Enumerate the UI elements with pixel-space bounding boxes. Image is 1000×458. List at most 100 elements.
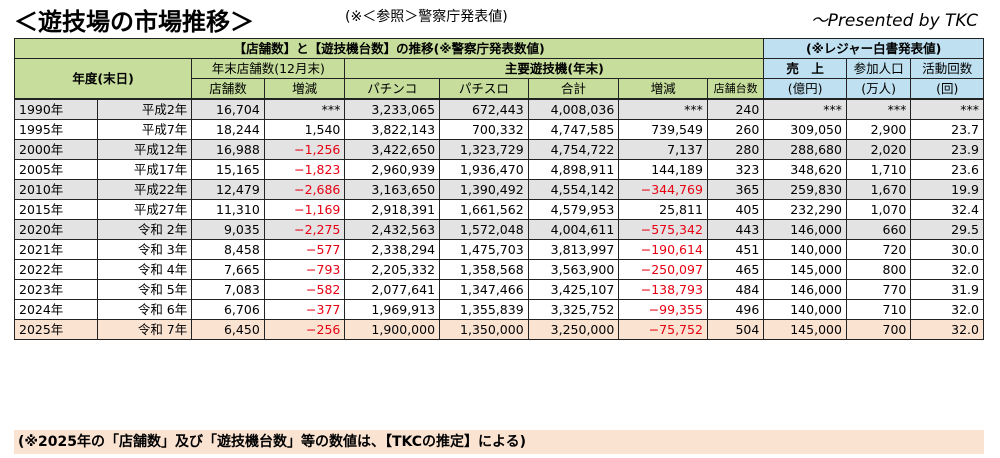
change-cell: *** [263, 98, 346, 120]
era-cell: 平成12年 [96, 139, 193, 160]
stores-cell: 18,244 [191, 119, 265, 140]
act-cell: 32.4 [910, 199, 984, 220]
machine-change-cell: *** [618, 98, 708, 120]
col-store-group-header: 年末店舗数(12月末) [191, 58, 346, 79]
stores-cell: 7,665 [191, 259, 265, 280]
act-cell: 31.9 [910, 279, 984, 300]
group-leisure-header: (※レジャー白書発表値) [763, 38, 984, 59]
era-cell: 平成2年 [96, 98, 193, 120]
era-cell: 令和 4年 [96, 259, 193, 280]
sales-cell: 232,290 [763, 199, 847, 220]
table-row: 2023年 令和 5年 7,083 −582 2,077,641 1,347,466 3,4… [14, 279, 984, 300]
stores-cell: 11,310 [191, 199, 265, 220]
sales-cell: 145,000 [763, 259, 847, 280]
act-cell: 23.9 [910, 139, 984, 160]
machine-change-cell: 25,811 [618, 199, 708, 220]
machine-change-cell: −138,793 [618, 279, 708, 300]
era-cell: 令和 6年 [96, 299, 193, 320]
title-bar: ＜遊技場の市場推移＞ (※＜参照＞警察庁発表値) 〜Presented by T… [0, 0, 1000, 38]
sales-cell: 145,000 [763, 319, 847, 340]
pachinko-cell: 1,900,000 [344, 319, 441, 340]
per-store-cell: 443 [706, 219, 765, 240]
per-store-cell: 260 [706, 119, 765, 140]
table-row: 2000年 平成12年 16,988 −1,256 3,422,650 1,323,729… [14, 139, 984, 160]
pop-cell: 1,670 [845, 179, 912, 200]
pachislo-cell: 1,390,492 [439, 179, 529, 200]
sales-cell: 259,830 [763, 179, 847, 200]
table-row: 2021年 令和 3年 8,458 −577 2,338,294 1,475,703 3,8… [14, 239, 984, 260]
pop-cell: *** [845, 98, 912, 120]
act-cell: *** [910, 98, 984, 120]
table-row: 2024年 令和 6年 6,706 −377 1,969,913 1,355,839 3,3… [14, 299, 984, 320]
change-cell: −1,169 [263, 199, 346, 220]
pachinko-cell: 3,422,650 [344, 139, 441, 160]
era-cell: 平成17年 [96, 159, 193, 180]
pachinko-cell: 2,432,563 [344, 219, 441, 240]
change-cell: −377 [263, 299, 346, 320]
machine-change-cell: −575,342 [618, 219, 708, 240]
stores-cell: 6,706 [191, 299, 265, 320]
sales-cell: 146,000 [763, 219, 847, 240]
per-store-cell: 504 [706, 319, 765, 340]
year-cell: 2005年 [14, 159, 98, 180]
pachinko-cell: 2,338,294 [344, 239, 441, 260]
sales-cell: *** [763, 98, 847, 120]
stores-cell: 9,035 [191, 219, 265, 240]
pachinko-cell: 2,077,641 [344, 279, 441, 300]
pop-cell: 2,900 [845, 119, 912, 140]
stores-cell: 16,988 [191, 139, 265, 160]
per-store-cell: 451 [706, 239, 765, 260]
era-cell: 令和 7年 [96, 319, 193, 340]
total-cell: 3,250,000 [527, 319, 620, 340]
per-store-cell: 280 [706, 139, 765, 160]
pachinko-cell: 2,918,391 [344, 199, 441, 220]
pachinko-cell: 1,969,913 [344, 299, 441, 320]
year-cell: 2024年 [14, 299, 98, 320]
year-cell: 2021年 [14, 239, 98, 260]
year-cell: 2015年 [14, 199, 98, 220]
stores-cell: 15,165 [191, 159, 265, 180]
change-cell: −1,256 [263, 139, 346, 160]
change-cell: −256 [263, 319, 346, 340]
per-store-cell: 365 [706, 179, 765, 200]
machine-change-cell: −75,752 [618, 319, 708, 340]
group-header-row: 【店舗数】と【遊技機台数】の推移(※警察庁発表数値) (※レジャー白書発表値) [13, 38, 984, 59]
change-cell: −577 [263, 239, 346, 260]
table-row: 2005年 平成17年 15,165 −1,823 2,960,939 1,936,470… [14, 159, 984, 180]
total-cell: 4,004,611 [527, 219, 620, 240]
era-cell: 平成22年 [96, 179, 193, 200]
table-body: 1990年 平成2年 16,704 *** 3,233,065 672,443 4,008,… [14, 98, 984, 340]
total-cell: 4,747,585 [527, 119, 620, 140]
col-act-header: 活動回数 [910, 58, 984, 79]
year-cell: 2010年 [14, 179, 98, 200]
act-cell: 23.6 [910, 159, 984, 180]
pop-cell: 720 [845, 239, 912, 260]
total-cell: 3,563,900 [527, 259, 620, 280]
stores-cell: 7,083 [191, 279, 265, 300]
pachislo-cell: 1,661,562 [439, 199, 529, 220]
column-header-row-1: 年度(末日) 年末店舗数(12月末) 主要遊技機(年末) 売 上 参加人口 活動… [13, 58, 984, 100]
table-row: 2010年 平成22年 12,479 −2,686 3,163,650 1,390,492… [14, 179, 984, 200]
pachinko-cell: 3,233,065 [344, 98, 441, 120]
total-cell: 3,325,752 [527, 299, 620, 320]
pachislo-cell: 672,443 [439, 98, 529, 120]
total-cell: 4,898,911 [527, 159, 620, 180]
pop-cell: 1,710 [845, 159, 912, 180]
pop-cell: 660 [845, 219, 912, 240]
machine-change-cell: −99,355 [618, 299, 708, 320]
col-year-header: 年度(末日) [13, 58, 193, 100]
total-cell: 4,754,722 [527, 139, 620, 160]
act-cell: 30.0 [910, 239, 984, 260]
change-cell: −793 [263, 259, 346, 280]
machine-change-cell: 739,549 [618, 119, 708, 140]
act-cell: 19.9 [910, 179, 984, 200]
act-cell: 32.0 [910, 299, 984, 320]
total-cell: 4,008,036 [527, 98, 620, 120]
era-cell: 令和 5年 [96, 279, 193, 300]
pachinko-cell: 2,960,939 [344, 159, 441, 180]
change-cell: −1,823 [263, 159, 346, 180]
year-cell: 2020年 [14, 219, 98, 240]
pop-cell: 2,020 [845, 139, 912, 160]
era-cell: 平成7年 [96, 119, 193, 140]
sales-cell: 348,620 [763, 159, 847, 180]
